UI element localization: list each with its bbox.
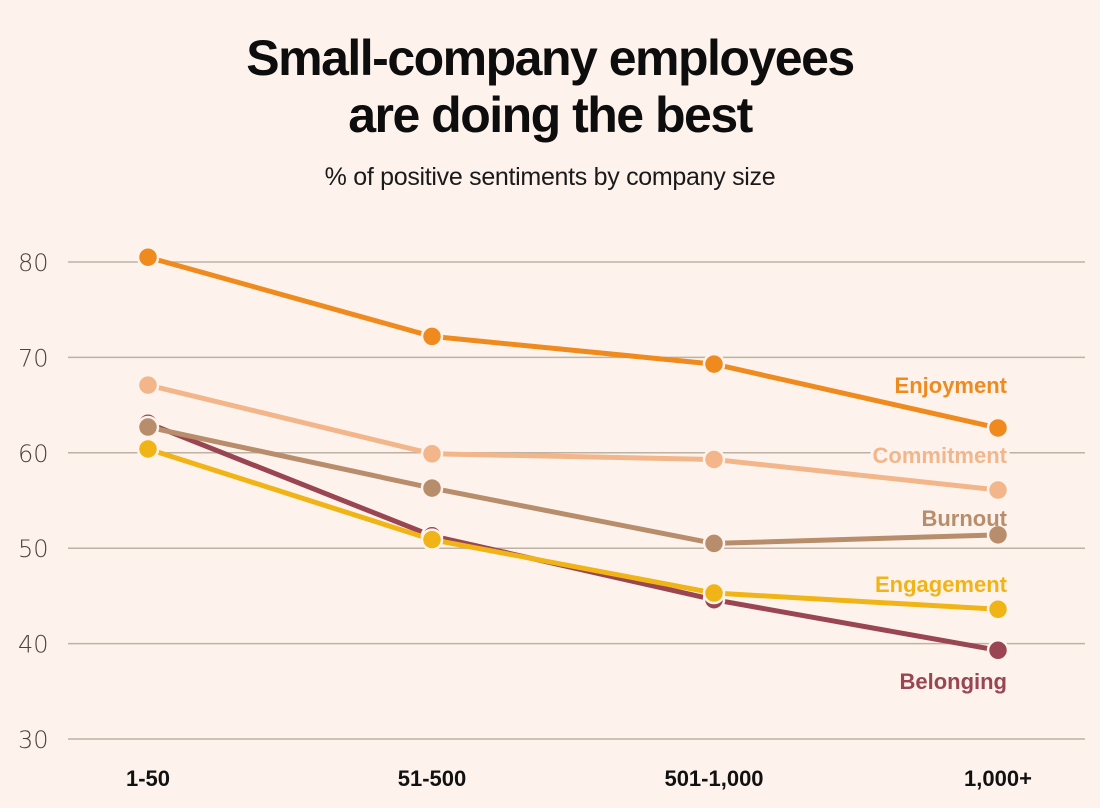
series-line-commitment <box>145 382 1001 493</box>
chart-subtitle: % of positive sentiments by company size <box>324 163 776 191</box>
series-line-burnout <box>145 424 1001 546</box>
y-tick-label-70: 70 <box>18 344 49 372</box>
data-point-engagement-1-000 <box>986 598 1010 621</box>
x-tick-label-1-50: 1-50 <box>126 766 170 791</box>
data-point-enjoyment-1-000 <box>986 416 1010 440</box>
series-label-belonging: Belonging <box>899 669 1007 694</box>
data-point-commitment-1-50 <box>136 373 160 397</box>
data-point-commitment-501-1-000 <box>702 448 726 471</box>
data-point-enjoyment-51-500 <box>420 325 444 348</box>
data-point-burnout-51-500 <box>420 476 444 500</box>
series-line-engagement <box>145 446 1001 612</box>
data-point-engagement-51-500 <box>420 528 444 551</box>
series-labels: Enjoyment Commitment Burnout Engagement Belo… <box>870 373 1011 694</box>
series-label-enjoyment: Enjoyment <box>895 373 1008 398</box>
series-lines <box>145 254 1001 653</box>
series-label-commitment: Commitment <box>873 443 1008 468</box>
series-line-enjoyment <box>145 254 1001 431</box>
data-point-commitment-1-000 <box>986 478 1010 502</box>
data-point-burnout-1-000 <box>986 523 1010 547</box>
series-label-engagement: Engagement <box>875 572 1008 597</box>
chart-title-line-1: Small-company employees <box>246 30 855 86</box>
x-axis-ticks: 1-50 51-500 501-1,000 1,000+ <box>126 766 1032 791</box>
y-tick-label-30: 30 <box>18 726 49 754</box>
chart-title-line-2: are doing the best <box>348 87 753 143</box>
y-tick-label-80: 80 <box>18 249 49 277</box>
data-point-enjoyment-1-50 <box>136 245 160 269</box>
series-points <box>136 245 1010 662</box>
data-point-commitment-51-500 <box>420 442 444 466</box>
y-tick-label-60: 60 <box>18 440 49 468</box>
data-point-burnout-501-1-000 <box>702 532 726 555</box>
data-point-engagement-501-1-000 <box>702 581 726 605</box>
y-tick-label-50: 50 <box>18 535 49 563</box>
data-point-enjoyment-501-1-000 <box>702 352 726 376</box>
data-point-burnout-1-50 <box>136 415 160 439</box>
y-axis-ticks: 30 40 50 60 70 80 <box>18 249 49 754</box>
data-point-belonging-1-000 <box>986 639 1010 662</box>
x-tick-label-51-500: 51-500 <box>398 766 467 791</box>
series-label-burnout: Burnout <box>921 506 1007 531</box>
data-point-engagement-1-50 <box>136 437 160 461</box>
y-tick-label-40: 40 <box>18 631 49 659</box>
gridlines <box>68 261 1085 740</box>
x-tick-label-501-1-000: 501-1,000 <box>664 766 763 791</box>
x-tick-label-1-000: 1,000+ <box>964 766 1032 791</box>
chart-title: Small-company employees are doing the be… <box>0 30 1100 144</box>
